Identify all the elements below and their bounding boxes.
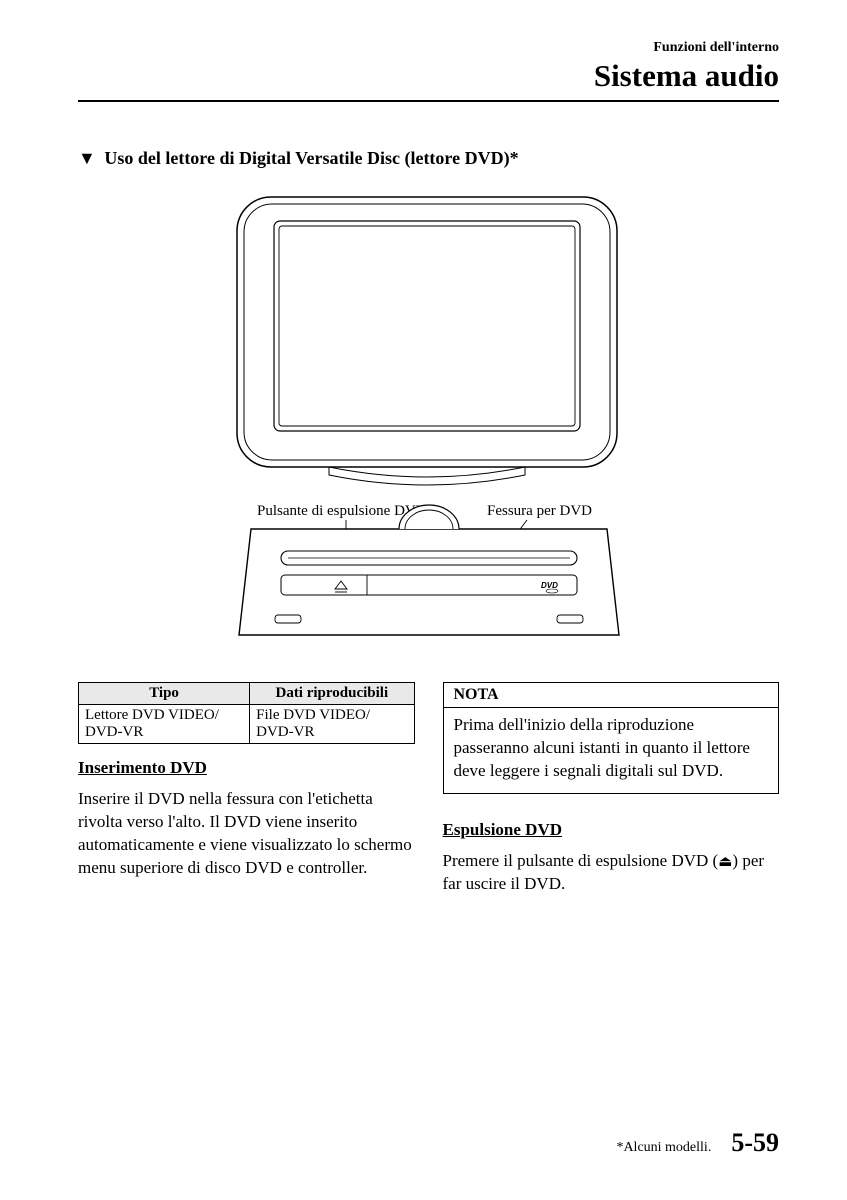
table-cell: File DVD VIDEO/ DVD-VR [250, 705, 414, 744]
page-header: Funzioni dell'interno Sistema audio [78, 40, 779, 94]
device-diagram: Pulsante di espulsione DVD Fessura per D… [78, 187, 779, 652]
section-marker-icon: ▼ [78, 148, 96, 168]
diagram-label-eject: Pulsante di espulsione DVD [257, 503, 427, 519]
note-box: NOTA Prima dell'inizio della riproduzion… [443, 682, 780, 794]
content-columns: Tipo Dati riproducibili Lettore DVD VIDE… [78, 682, 779, 918]
diagram-svg: Pulsante di espulsione DVD Fessura per D… [189, 187, 669, 647]
svg-text:DVD: DVD [541, 581, 558, 590]
right-column: NOTA Prima dell'inizio della riproduzion… [443, 682, 780, 918]
note-title: NOTA [444, 683, 779, 708]
table-cell: Lettore DVD VIDEO/ DVD-VR [79, 705, 250, 744]
page-number: 5-59 [731, 1128, 779, 1158]
insert-dvd-heading: Inserimento DVD [78, 758, 415, 778]
section-title: ▼ Uso del lettore di Digital Versatile D… [78, 148, 779, 169]
insert-dvd-text: Inserire il DVD nella fessura con l'etic… [78, 788, 415, 880]
footer-note: *Alcuni modelli. [616, 1140, 711, 1156]
section-asterisk: * [510, 148, 519, 168]
diagram-label-slot: Fessura per DVD [487, 503, 592, 519]
page-footer: *Alcuni modelli. 5-59 [78, 1128, 779, 1158]
header-rule [78, 100, 779, 102]
table-header-cell: Tipo [79, 683, 250, 705]
header-subtitle: Funzioni dell'interno [78, 40, 779, 56]
eject-dvd-heading: Espulsione DVD [443, 820, 780, 840]
note-body: Prima dell'inizio della riproduzione pas… [444, 708, 779, 793]
eject-icon: ⏏ [718, 854, 732, 870]
eject-text-before: Premere il pulsante di espulsione DVD ( [443, 851, 719, 870]
table-header-row: Tipo Dati riproducibili [79, 683, 415, 705]
compatibility-table: Tipo Dati riproducibili Lettore DVD VIDE… [78, 682, 415, 744]
table-header-cell: Dati riproducibili [250, 683, 414, 705]
left-column: Tipo Dati riproducibili Lettore DVD VIDE… [78, 682, 415, 918]
section-title-text: Uso del lettore di Digital Versatile Dis… [104, 148, 509, 168]
dvd-drive-unit-icon: DVD [239, 505, 619, 635]
table-row: Lettore DVD VIDEO/ DVD-VR File DVD VIDEO… [79, 705, 415, 744]
display-unit-icon [237, 197, 617, 485]
header-title: Sistema audio [78, 58, 779, 94]
eject-dvd-text: Premere il pulsante di espulsione DVD (⏏… [443, 850, 780, 896]
